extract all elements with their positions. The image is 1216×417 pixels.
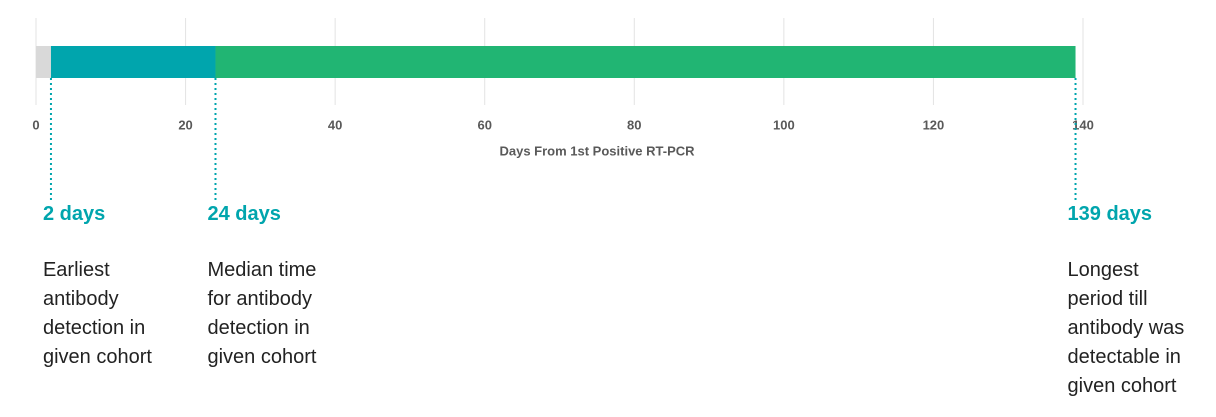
x-tick-label: 40: [328, 117, 342, 132]
x-tick-label: 20: [178, 117, 192, 132]
value-label: 139 days: [1067, 203, 1153, 225]
x-tick-label: 120: [923, 117, 945, 132]
x-tick-label: 140: [1072, 117, 1094, 132]
x-tick-label: 100: [773, 117, 795, 132]
description-line: detectable in: [1067, 346, 1181, 368]
description-line: Earliest: [42, 259, 110, 281]
value-label: 24 days: [207, 203, 281, 225]
x-tick-label: 60: [477, 117, 491, 132]
description-line: antibody: [42, 288, 119, 310]
description-line: Longest: [1067, 259, 1139, 281]
description-line: detection in: [207, 317, 310, 339]
description-line: detection in: [42, 317, 146, 339]
description-line: given cohort: [1067, 375, 1177, 397]
description-line: period till: [1067, 288, 1148, 310]
bar-segment: [50, 46, 216, 78]
x-axis-label: Days From 1st Positive RT-PCR: [499, 143, 695, 158]
description-line: Median time: [207, 259, 317, 281]
description-line: given cohort: [42, 346, 152, 368]
bar-segment: [215, 46, 1076, 78]
description-line: for antibody: [207, 288, 312, 310]
value-label: 2 days: [42, 203, 106, 225]
x-tick-label: 0: [32, 117, 39, 132]
description-line: given cohort: [207, 346, 317, 368]
description-line: antibody was: [1067, 317, 1185, 339]
bar-segment: [36, 46, 51, 78]
x-tick-label: 80: [627, 117, 641, 132]
